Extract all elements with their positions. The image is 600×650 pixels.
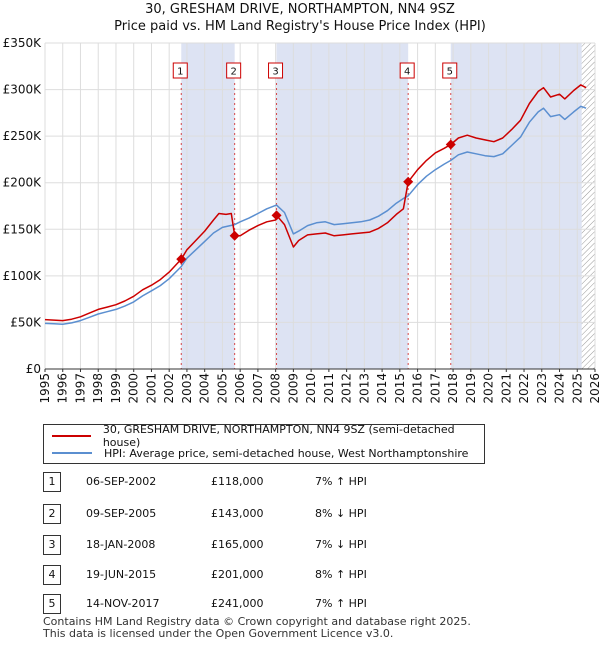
x-tick-label: 1996	[56, 373, 70, 404]
sale-label: 2	[230, 67, 236, 78]
x-tick-label: 2004	[198, 373, 212, 404]
transaction-price: £118,000	[211, 475, 264, 488]
sale-label: 4	[404, 67, 410, 78]
x-tick-label: 2024	[553, 373, 567, 404]
footer-copyright: Contains HM Land Registry data © Crown c…	[43, 615, 471, 628]
x-tick-label: 2019	[464, 373, 478, 404]
x-tick-label: 2008	[269, 373, 283, 404]
sale-label: 3	[272, 67, 278, 78]
y-tick-label: £300K	[3, 83, 43, 97]
shaded-period	[276, 43, 409, 369]
x-tick-label: 2020	[482, 373, 496, 404]
transaction-price: £241,000	[211, 597, 264, 610]
y-tick-label: £100K	[3, 269, 43, 283]
transaction-hpi-relation: 8% ↑ HPI	[315, 568, 367, 581]
y-tick-label: £350K	[3, 36, 43, 50]
x-tick-label: 2009	[286, 373, 300, 404]
transaction-number: 4	[43, 565, 61, 585]
x-tick-label: 2007	[251, 373, 265, 404]
sale-point	[445, 139, 456, 150]
sale-point	[176, 254, 187, 265]
footer-licence: This data is licensed under the Open Gov…	[43, 627, 394, 640]
y-tick-label: £200K	[3, 176, 43, 190]
x-tick-label: 1997	[73, 373, 87, 404]
shaded-period	[181, 43, 235, 369]
x-tick-label: 2014	[375, 373, 389, 404]
transaction-number: 3	[43, 535, 61, 555]
legend-label-property: 30, GRESHAM DRIVE, NORTHAMPTON, NN4 9SZ …	[102, 423, 455, 449]
x-tick-label: 2003	[180, 373, 194, 404]
sale-label-box	[442, 62, 458, 79]
transaction-number: 2	[43, 504, 61, 524]
x-tick-label: 2012	[340, 373, 354, 404]
transaction-number: 1	[43, 472, 61, 492]
x-tick-label: 1998	[91, 373, 105, 404]
transaction-row: 4 19-JUN-2015 £201,000 8% ↑ HPI	[43, 565, 443, 585]
x-tick-label: 2022	[517, 373, 531, 404]
x-tick-label: 2021	[499, 373, 513, 404]
transaction-row: 1 06-SEP-2002 £118,000 7% ↑ HPI	[43, 472, 443, 492]
x-tick-label: 2015	[393, 373, 407, 404]
legend-swatch-hpi	[52, 452, 92, 454]
transaction-date: 19-JUN-2015	[86, 568, 157, 581]
legend-swatch-property	[52, 435, 91, 437]
sale-point	[271, 210, 282, 221]
x-tick-label: 2000	[127, 373, 141, 404]
chart-subtitle: Price paid vs. HM Land Registry's House …	[114, 19, 486, 34]
y-tick-label: £50K	[10, 315, 42, 329]
sale-label-box	[172, 62, 188, 79]
transaction-row: 2 09-SEP-2005 £143,000 8% ↓ HPI	[43, 504, 443, 524]
legend-item-hpi: HPI: Average price, semi-detached house,…	[52, 445, 468, 461]
transaction-date: 06-SEP-2002	[86, 475, 157, 488]
hatch-region	[581, 43, 595, 369]
x-tick-label: 1995	[38, 373, 52, 404]
transaction-date: 09-SEP-2005	[86, 507, 157, 520]
x-tick-label: 2013	[357, 373, 371, 404]
sale-point	[403, 176, 414, 187]
price-chart: 1 2 3 4 5 £0 £50K £100K £150K £200K £250K £300K £350…	[3, 36, 600, 404]
chart-legend: 30, GRESHAM DRIVE, NORTHAMPTON, NN4 9SZ …	[43, 423, 485, 464]
footer: Contains HM Land Registry data © Crown c…	[43, 616, 471, 640]
chart-title: 30, GRESHAM DRIVE, NORTHAMPTON, NN4 9SZ	[145, 2, 455, 17]
transaction-hpi-relation: 7% ↑ HPI	[315, 597, 367, 610]
x-tick-label: 2017	[428, 373, 442, 404]
transaction-price: £201,000	[211, 568, 264, 581]
sale-label-box	[399, 62, 415, 79]
y-tick-label: £150K	[3, 222, 43, 236]
y-tick-label: £0	[26, 362, 41, 376]
transaction-date: 14-NOV-2017	[86, 597, 160, 610]
x-tick-label: 2011	[322, 373, 336, 404]
sale-label-box	[268, 62, 284, 79]
transaction-row: 3 18-JAN-2008 £165,000 7% ↓ HPI	[43, 535, 443, 555]
sale-label: 5	[447, 67, 453, 78]
transaction-hpi-relation: 7% ↑ HPI	[315, 475, 367, 488]
property-price-line	[44, 84, 587, 322]
legend-label-hpi: HPI: Average price, semi-detached house,…	[104, 446, 469, 460]
transaction-number: 5	[43, 594, 61, 614]
legend-item-property: 30, GRESHAM DRIVE, NORTHAMPTON, NN4 9SZ …	[52, 423, 484, 449]
x-tick-label: 2001	[144, 373, 158, 404]
sale-point	[229, 230, 240, 241]
sale-label: 1	[177, 67, 183, 78]
x-tick-label: 1999	[109, 373, 123, 404]
x-tick-label: 2005	[215, 373, 229, 404]
x-tick-label: 2025	[570, 373, 584, 404]
transaction-hpi-relation: 8% ↓ HPI	[315, 507, 367, 520]
transaction-price: £143,000	[211, 507, 264, 520]
x-tick-label: 2026	[588, 373, 600, 404]
sale-label-box	[226, 62, 242, 79]
hpi-line	[44, 105, 587, 326]
x-tick-label: 2023	[535, 373, 549, 404]
x-tick-label: 2010	[304, 373, 318, 404]
transaction-date: 18-JAN-2008	[86, 538, 156, 551]
transaction-price: £165,000	[211, 538, 264, 551]
transaction-row: 5 14-NOV-2017 £241,000 7% ↑ HPI	[43, 594, 443, 614]
x-tick-label: 2002	[162, 373, 176, 404]
y-tick-label: £250K	[3, 129, 43, 143]
x-tick-label: 2018	[446, 373, 460, 404]
transaction-hpi-relation: 7% ↓ HPI	[315, 538, 367, 551]
x-tick-label: 2016	[411, 373, 425, 404]
x-tick-label: 2006	[233, 373, 247, 404]
